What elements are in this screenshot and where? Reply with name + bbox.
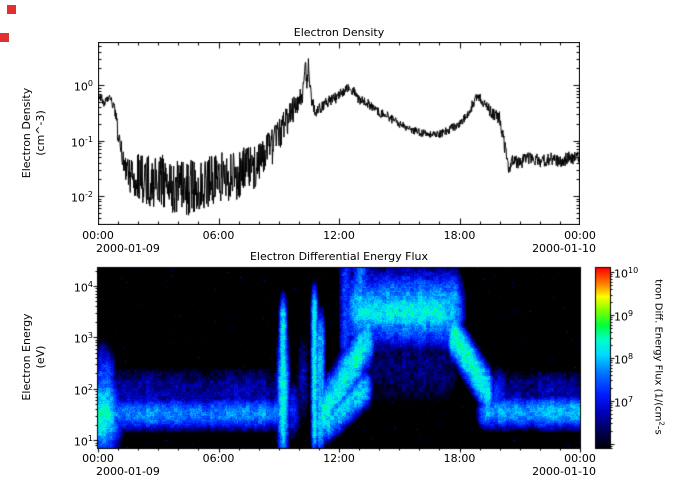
colorbar-tick-label: 107 [614, 394, 634, 410]
spectrogram-y-axis-label-line2: (eV) [34, 345, 47, 369]
spectrogram-y-tick-label: 101 [73, 434, 93, 449]
density-y-tick-label: 10-1 [71, 134, 93, 150]
spectrogram-y-tick-label: 102 [73, 382, 93, 398]
density-x-tick-label: 18:00 [443, 229, 476, 242]
density-date-right: 2000-01-10 [532, 242, 596, 255]
colorbar-canvas [592, 263, 636, 463]
colorbar-tick-label: 109 [614, 309, 634, 324]
spectrogram-x-tick-label: 12:00 [323, 452, 355, 465]
density-y-axis-label: Electron Density (cm^-3) [20, 88, 48, 178]
density-y-tick-label: 10-2 [71, 190, 93, 205]
density-plot-canvas [98, 42, 580, 225]
spectrogram-y-tick-label: 103 [73, 331, 93, 347]
density-x-tick-label: 00:00 [564, 229, 596, 242]
density-y-axis-label-line2: (cm^-3) [34, 110, 47, 156]
colorbar-axis-label-suffix: -s [652, 425, 664, 435]
spectrogram-date-right: 2000-01-10 [532, 465, 596, 478]
colorbar-tick-label: 1010 [614, 266, 639, 281]
density-y-tick-label: 100 [73, 79, 93, 94]
spectrogram-x-tick-label: 06:00 [202, 452, 235, 465]
density-x-tick-label: 00:00 [82, 229, 114, 242]
spectrogram-y-axis-label-line1: Electron Energy [20, 313, 33, 401]
spectrogram-title: Electron Differential Energy Flux [249, 250, 429, 263]
spectrogram-plot-canvas [88, 262, 590, 462]
density-x-tick-label: 06:00 [202, 229, 235, 242]
colorbar-tick-label: 108 [614, 352, 634, 367]
red-marker-2 [0, 33, 9, 42]
spectrogram-y-axis-label: Electron Energy (eV) [20, 313, 48, 400]
density-y-axis-label-line1: Electron Density [20, 87, 33, 179]
spectrogram-x-tick-label: 00:00 [82, 452, 114, 465]
density-x-tick-label: 12:00 [323, 229, 355, 242]
spectrogram-date-left: 2000-01-09 [96, 465, 160, 478]
spectrogram-y-tick-label: 104 [73, 280, 93, 295]
spectrogram-x-tick-label: 18:00 [443, 452, 476, 465]
density-title: Electron Density [293, 26, 385, 39]
spectrogram-x-tick-label: 00:00 [564, 452, 596, 465]
red-marker-1 [7, 5, 16, 14]
density-date-left: 2000-01-09 [96, 242, 160, 255]
